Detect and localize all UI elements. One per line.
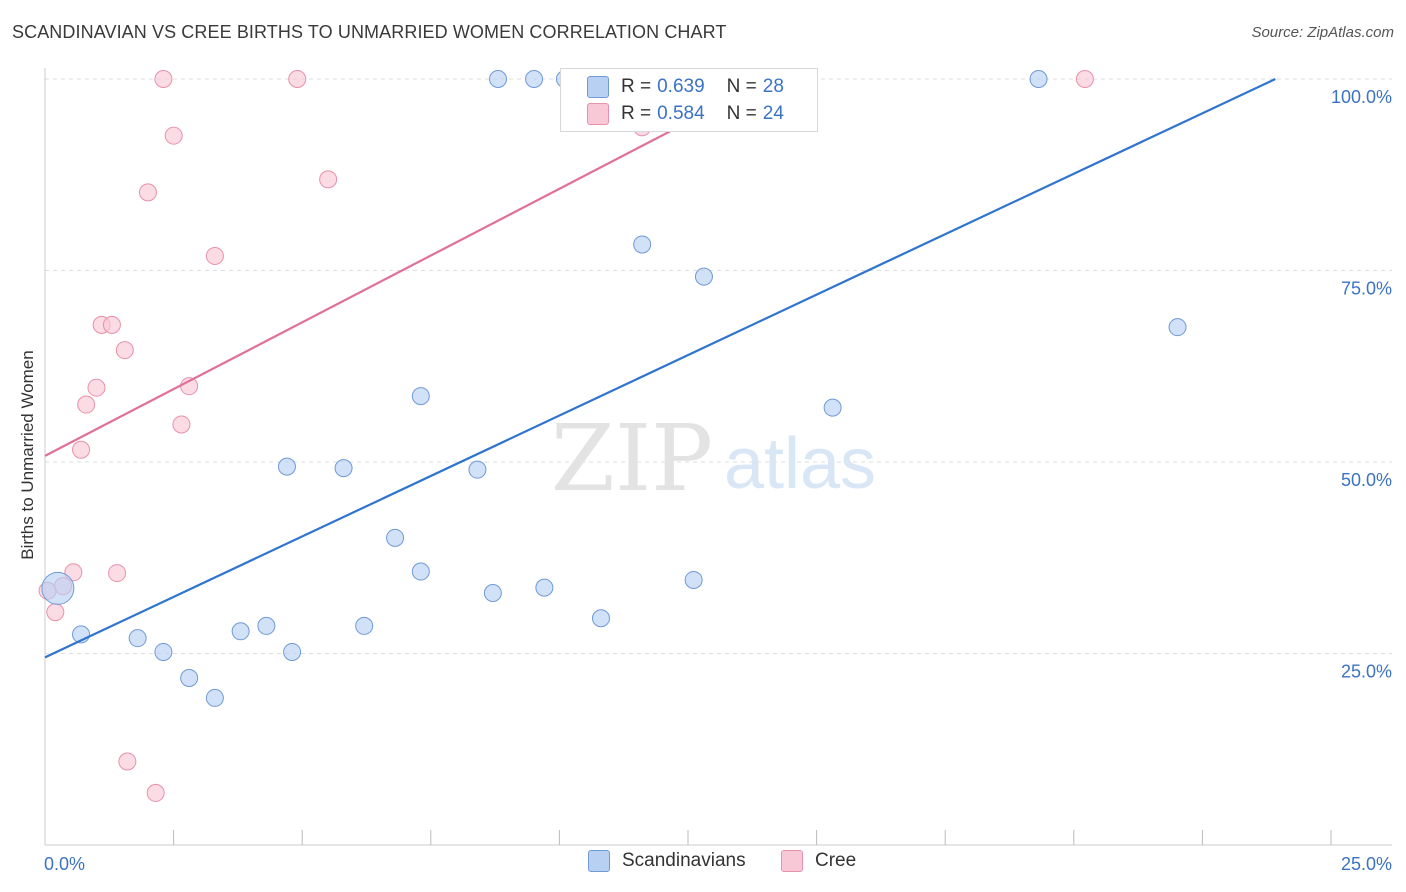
y-tick-label: 100.0% <box>1331 87 1392 107</box>
watermark-atlas: atlas <box>724 424 876 504</box>
gridlines <box>45 78 1392 654</box>
legend-n-label: N = <box>726 103 757 124</box>
scandinavian-point <box>525 70 544 88</box>
scandinavian-point <box>483 583 502 602</box>
cree-point <box>164 126 183 145</box>
source-label: Source: ZipAtlas.com <box>1251 24 1394 41</box>
watermark-zip: ZIP <box>551 405 713 512</box>
cree-trend-line <box>44 78 772 457</box>
cree-point <box>138 183 157 202</box>
scandinavian-point <box>231 622 250 641</box>
scandinavian-point <box>823 398 842 417</box>
scandinavian-point <box>128 629 147 648</box>
cree-point <box>46 603 65 622</box>
legend-row-scandinavians: R = 0.639 N = 28 <box>561 74 784 100</box>
scandinavian-point <box>355 616 374 635</box>
legend-row-cree: R = 0.584 N = 24 <box>561 101 784 127</box>
stats-legend: R = 0.639 N = 28 R = 0.584 N = 24 <box>560 68 818 132</box>
data-points <box>38 70 1187 802</box>
legend-n-label: N = <box>726 76 757 97</box>
x-tick-label: 0.0% <box>44 854 85 874</box>
cree-point <box>77 395 96 414</box>
scandinavian-point <box>283 642 302 661</box>
scandinavian-point <box>489 70 508 88</box>
legend-swatch-blue <box>588 850 610 872</box>
cree-point <box>154 70 173 88</box>
legend-r-label: R = <box>621 103 652 124</box>
cree-point <box>87 378 106 397</box>
chart-title: SCANDINAVIAN VS CREE BIRTHS TO UNMARRIED… <box>12 22 727 42</box>
cree-point <box>115 341 134 360</box>
scandinavian-point <box>684 570 703 589</box>
scandinavian-point <box>411 562 430 581</box>
legend-item-scandinavians[interactable]: Scandinavians <box>588 850 746 872</box>
scandinavian-point <box>41 571 75 605</box>
cree-point <box>172 415 191 434</box>
y-tick-label: 50.0% <box>1341 470 1392 490</box>
cree-point <box>288 70 307 88</box>
watermark: ZIP atlas <box>551 405 876 512</box>
cree-point <box>72 440 91 459</box>
legend-swatch-pink <box>781 850 803 872</box>
cree-point <box>205 246 224 265</box>
scandinavian-point <box>633 235 652 254</box>
scandinavian-trend-line <box>44 78 1276 659</box>
legend-n-value: 24 <box>762 103 784 124</box>
scandinavian-point <box>468 460 487 479</box>
scandinavian-point <box>411 387 430 406</box>
legend-swatch-pink <box>587 103 609 125</box>
legend-r-value: 0.639 <box>657 76 705 97</box>
cree-point <box>118 752 137 771</box>
cree-point <box>1075 70 1094 88</box>
scandinavian-point <box>386 528 405 547</box>
y-axis-title: Births to Unmarried Women <box>18 350 37 560</box>
x-tick-label: 25.0% <box>1341 854 1392 874</box>
tick-labels: 100.0% 75.0% 50.0% 25.0% 0.0% 25.0% <box>44 87 1392 874</box>
cree-point <box>108 564 127 583</box>
scandinavian-point <box>1168 318 1187 337</box>
scandinavian-point <box>535 578 554 597</box>
axes <box>44 68 1392 846</box>
cree-point <box>102 315 121 334</box>
scandinavian-point <box>591 609 610 628</box>
y-tick-label: 25.0% <box>1341 662 1392 682</box>
y-tick-label: 75.0% <box>1341 279 1392 299</box>
scandinavian-point <box>277 457 296 476</box>
scandinavian-point <box>154 642 173 661</box>
scandinavian-point <box>180 669 199 688</box>
legend-label-scandinavians: Scandinavians <box>622 850 746 871</box>
trend-lines <box>44 78 1276 659</box>
scandinavian-point <box>257 616 276 635</box>
series-legend: Scandinavians Cree <box>0 850 1406 878</box>
legend-swatch-blue <box>587 76 609 98</box>
scandinavian-point <box>694 267 713 286</box>
cree-point <box>146 783 165 802</box>
legend-item-cree[interactable]: Cree <box>781 850 856 872</box>
scandinavian-point <box>334 459 353 478</box>
legend-r-label: R = <box>621 76 652 97</box>
legend-r-value: 0.584 <box>657 103 705 124</box>
scandinavian-point <box>205 688 224 707</box>
scandinavian-point <box>1029 70 1048 88</box>
cree-point <box>319 170 338 189</box>
legend-n-value: 28 <box>762 76 784 97</box>
legend-label-cree: Cree <box>815 850 857 871</box>
